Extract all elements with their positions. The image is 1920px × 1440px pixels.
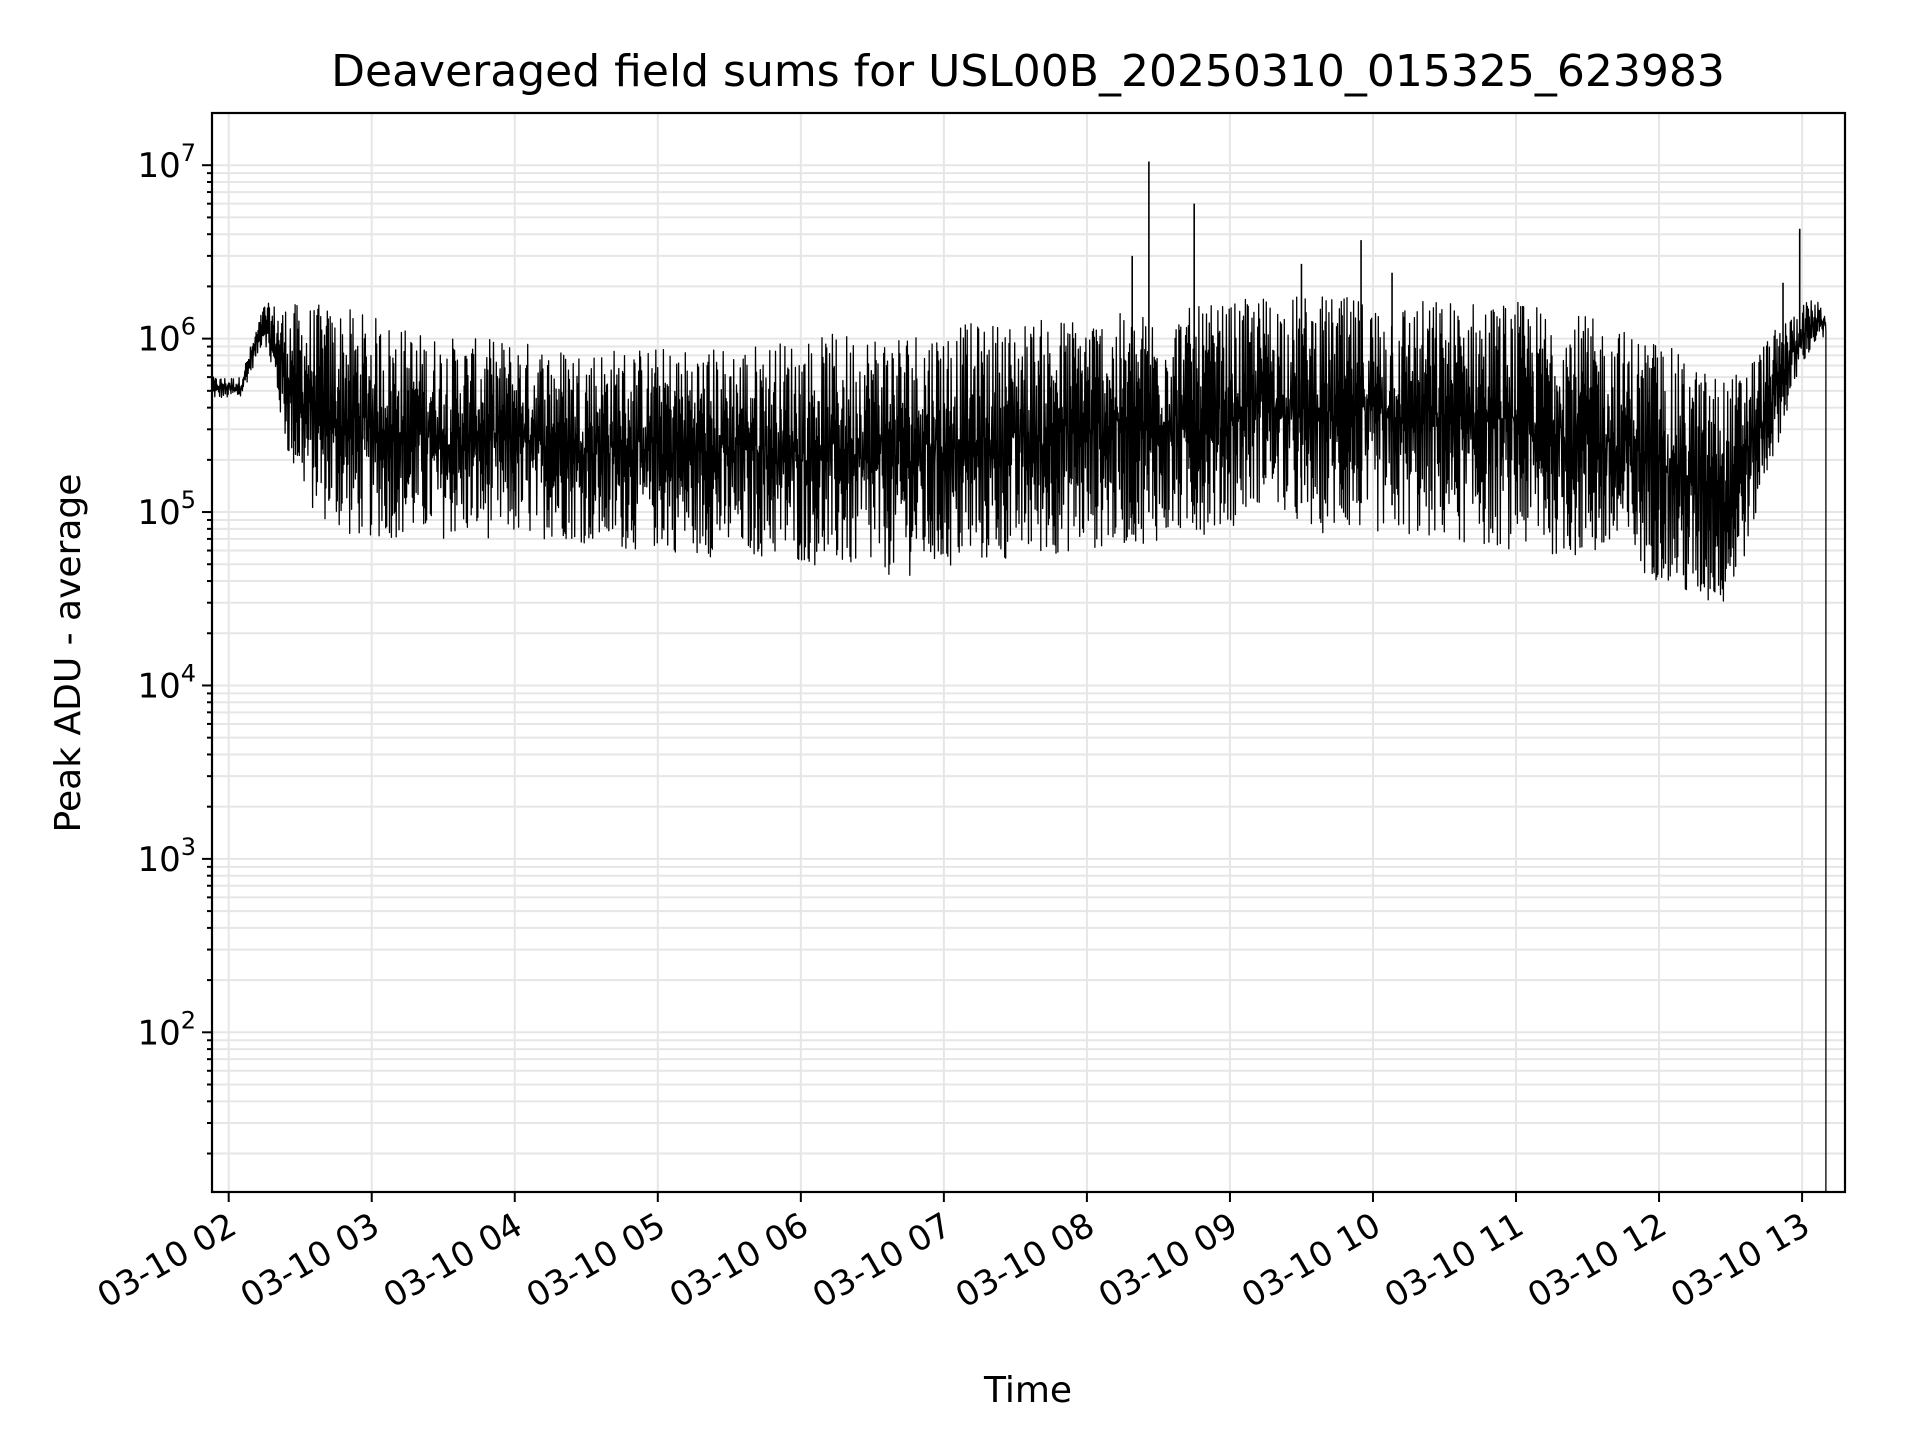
y-tick-label: 106 xyxy=(137,313,196,360)
chart-title: Deaveraged field sums for USL00B_2025031… xyxy=(331,46,1725,97)
x-tick-label: 03-10 12 xyxy=(1521,1205,1673,1316)
y-axis: 102 103 104 105 106 107 xyxy=(137,139,212,1155)
y-axis-label: Peak ADU - average xyxy=(48,474,89,833)
y-tick-label: 102 xyxy=(137,1006,196,1053)
x-tick-label: 03-10 04 xyxy=(377,1205,529,1316)
x-tick-label: 03-10 10 xyxy=(1235,1205,1387,1316)
y-tick-label: 105 xyxy=(137,486,196,533)
x-tick-label: 03-10 09 xyxy=(1092,1205,1244,1316)
x-tick-label: 03-10 02 xyxy=(91,1205,243,1316)
x-tick-label: 03-10 06 xyxy=(663,1205,815,1316)
series-layer xyxy=(211,161,1827,1192)
y-tick-label: 104 xyxy=(137,659,196,706)
y-tick-label: 103 xyxy=(137,833,196,880)
plot-frame xyxy=(210,111,1847,1194)
x-tick-label: 03-10 03 xyxy=(234,1205,386,1316)
x-tick-label: 03-10 13 xyxy=(1664,1205,1816,1316)
grid xyxy=(212,113,1845,1192)
x-tick-label: 03-10 07 xyxy=(806,1205,958,1316)
x-axis-label: Time xyxy=(983,1370,1072,1411)
x-tick-label: 03-10 11 xyxy=(1378,1205,1530,1316)
x-tick-label: 03-10 05 xyxy=(520,1205,672,1316)
y-tick-label: 107 xyxy=(137,139,196,186)
x-tick-label: 03-10 08 xyxy=(949,1205,1101,1316)
series-line xyxy=(211,296,1827,1192)
